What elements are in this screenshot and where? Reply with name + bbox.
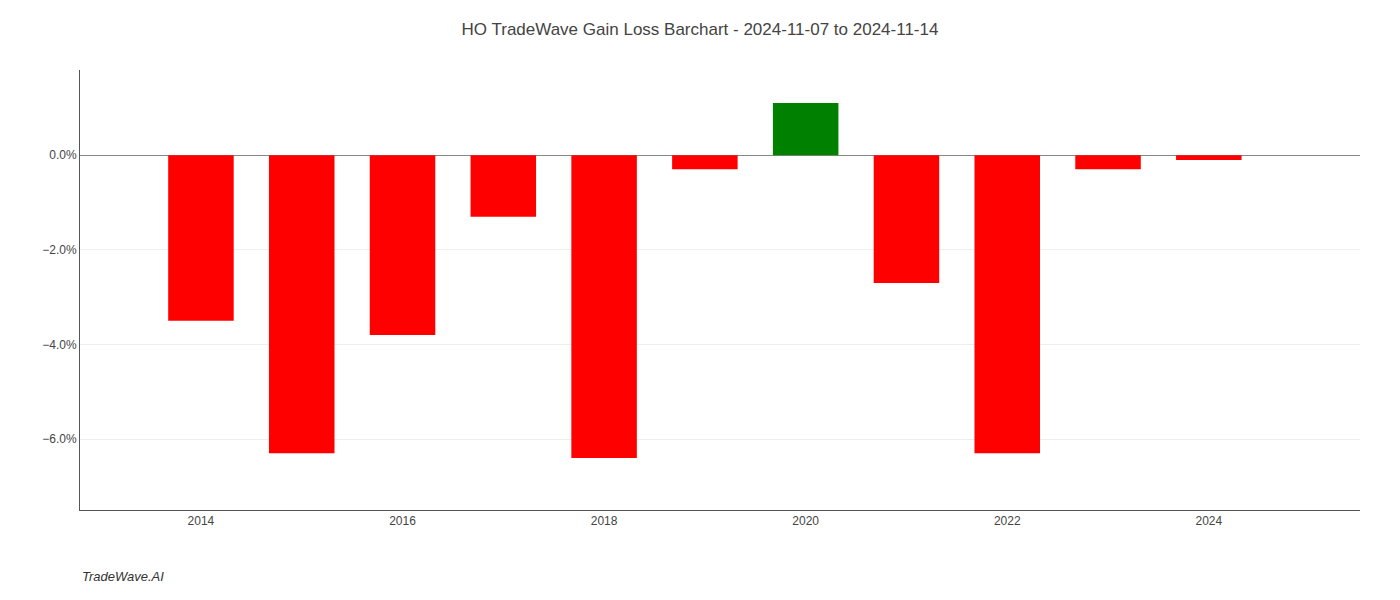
- svg-text:2024: 2024: [1195, 514, 1222, 528]
- svg-text:−2.0%: −2.0%: [42, 243, 77, 257]
- svg-text:−4.0%: −4.0%: [42, 338, 77, 352]
- svg-text:2020: 2020: [792, 514, 819, 528]
- svg-text:0.0%: 0.0%: [49, 148, 77, 162]
- svg-text:HO TradeWave Gain Loss Barchar: HO TradeWave Gain Loss Barchart - 2024-1…: [462, 20, 939, 39]
- svg-text:TradeWave.AI: TradeWave.AI: [82, 569, 164, 584]
- svg-text:2022: 2022: [994, 514, 1021, 528]
- svg-text:2016: 2016: [389, 514, 416, 528]
- svg-text:−6.0%: −6.0%: [42, 432, 77, 446]
- svg-text:2018: 2018: [591, 514, 618, 528]
- svg-text:2014: 2014: [188, 514, 215, 528]
